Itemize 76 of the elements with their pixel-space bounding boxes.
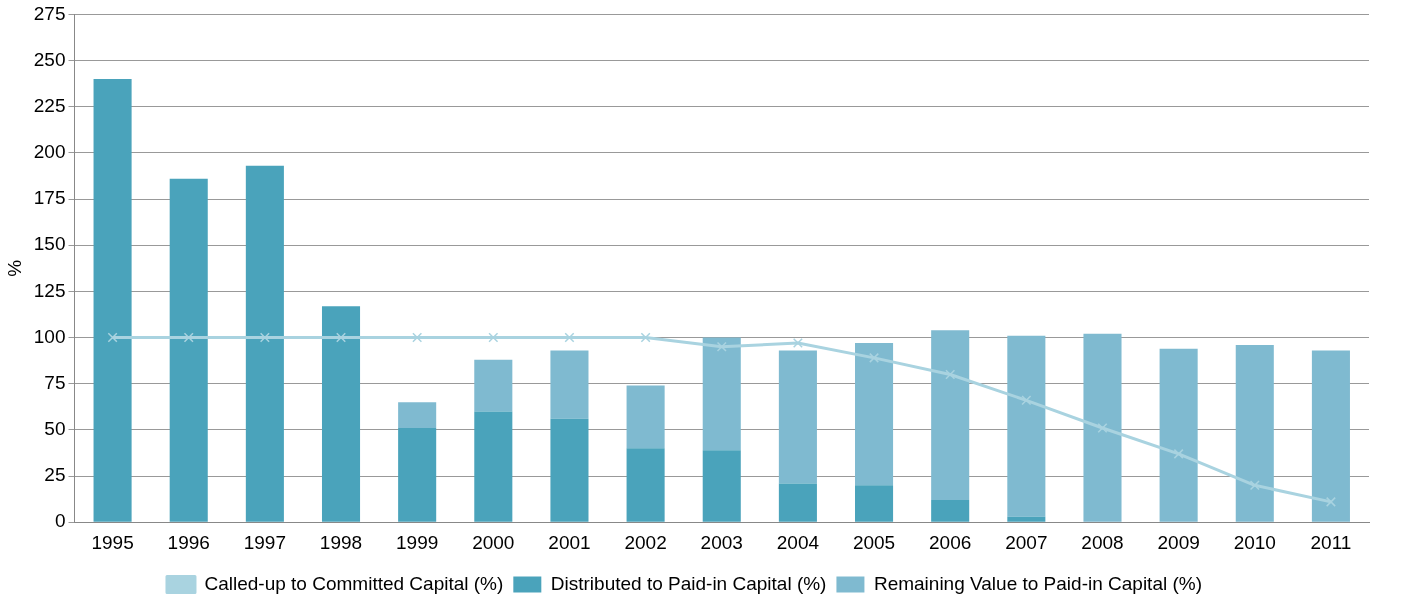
point bbox=[488, 332, 499, 343]
y-tick-label: 25 bbox=[44, 464, 66, 486]
bar bbox=[169, 178, 208, 522]
point bbox=[1021, 395, 1032, 406]
legend-label: Distributed to Paid-in Capital (%) bbox=[550, 572, 827, 594]
bar bbox=[931, 330, 970, 501]
bar bbox=[1235, 344, 1274, 522]
bar bbox=[93, 79, 132, 522]
bar bbox=[398, 402, 437, 429]
y-tick-label: 100 bbox=[33, 325, 66, 347]
x-tick-label: 2009 bbox=[1157, 531, 1200, 553]
bar bbox=[702, 450, 741, 522]
y-tick-label: 150 bbox=[33, 233, 66, 255]
y-tick-label: 75 bbox=[44, 371, 66, 393]
bar bbox=[550, 418, 589, 522]
y-tick-label: 125 bbox=[33, 279, 66, 301]
bar bbox=[245, 165, 284, 522]
point bbox=[1173, 448, 1184, 459]
y-tick-label: 175 bbox=[33, 187, 66, 209]
point bbox=[792, 338, 803, 349]
bar bbox=[1083, 333, 1122, 522]
point bbox=[1325, 496, 1336, 507]
bar bbox=[702, 337, 741, 451]
y-tick-label: 250 bbox=[33, 48, 66, 70]
bar bbox=[626, 448, 665, 522]
bar bbox=[1007, 516, 1046, 522]
x-tick-label: 2000 bbox=[472, 531, 515, 553]
y-tick-label: 0 bbox=[54, 510, 66, 532]
x-tick-label: 1997 bbox=[243, 531, 287, 553]
point bbox=[336, 332, 347, 343]
point bbox=[1249, 480, 1260, 491]
bar bbox=[626, 385, 665, 449]
point bbox=[945, 369, 956, 380]
point bbox=[183, 332, 194, 343]
bar bbox=[1159, 348, 1198, 522]
point bbox=[412, 332, 423, 343]
bar bbox=[931, 500, 970, 522]
x-tick-label: 2011 bbox=[1310, 531, 1352, 553]
x-tick-label: 1996 bbox=[167, 531, 210, 553]
x-tick-label: 2010 bbox=[1233, 531, 1276, 553]
x-tick-label: 1995 bbox=[91, 531, 134, 553]
bar bbox=[474, 411, 513, 522]
point bbox=[107, 332, 118, 343]
bar bbox=[1311, 350, 1350, 522]
point bbox=[259, 332, 270, 343]
x-tick-label: 2005 bbox=[852, 531, 896, 553]
y-tick-label: 225 bbox=[33, 94, 66, 116]
legend-label: Remaining Value to Paid-in Capital (%) bbox=[873, 572, 1203, 594]
bar bbox=[321, 306, 361, 522]
point bbox=[869, 352, 880, 363]
x-tick-label: 2006 bbox=[929, 531, 972, 553]
point bbox=[640, 332, 651, 343]
bar bbox=[778, 350, 817, 484]
y-tick-label: 200 bbox=[33, 141, 66, 163]
bar bbox=[855, 485, 894, 522]
y-tick-label: 50 bbox=[44, 418, 66, 440]
point bbox=[564, 332, 575, 343]
point bbox=[1097, 423, 1108, 434]
x-tick-label: 2002 bbox=[624, 531, 667, 553]
x-tick-label: 2003 bbox=[700, 531, 743, 553]
x-tick-label: 2008 bbox=[1081, 531, 1124, 553]
y-tick-label: 275 bbox=[33, 2, 66, 24]
bar bbox=[550, 350, 589, 419]
x-tick-label: 1999 bbox=[396, 531, 439, 553]
legend-label: Called-up to Committed Capital (%) bbox=[204, 572, 504, 594]
x-tick-label: 2007 bbox=[1005, 531, 1048, 553]
x-tick-label: 1998 bbox=[319, 531, 363, 553]
bar bbox=[1007, 335, 1046, 517]
bar bbox=[778, 483, 817, 522]
bar bbox=[398, 428, 437, 522]
bar bbox=[474, 359, 513, 412]
y-axis-title: % bbox=[3, 259, 25, 277]
bar bbox=[855, 343, 894, 486]
point bbox=[716, 341, 727, 352]
x-tick-label: 2004 bbox=[776, 531, 820, 553]
x-tick-label: 2001 bbox=[548, 531, 591, 553]
